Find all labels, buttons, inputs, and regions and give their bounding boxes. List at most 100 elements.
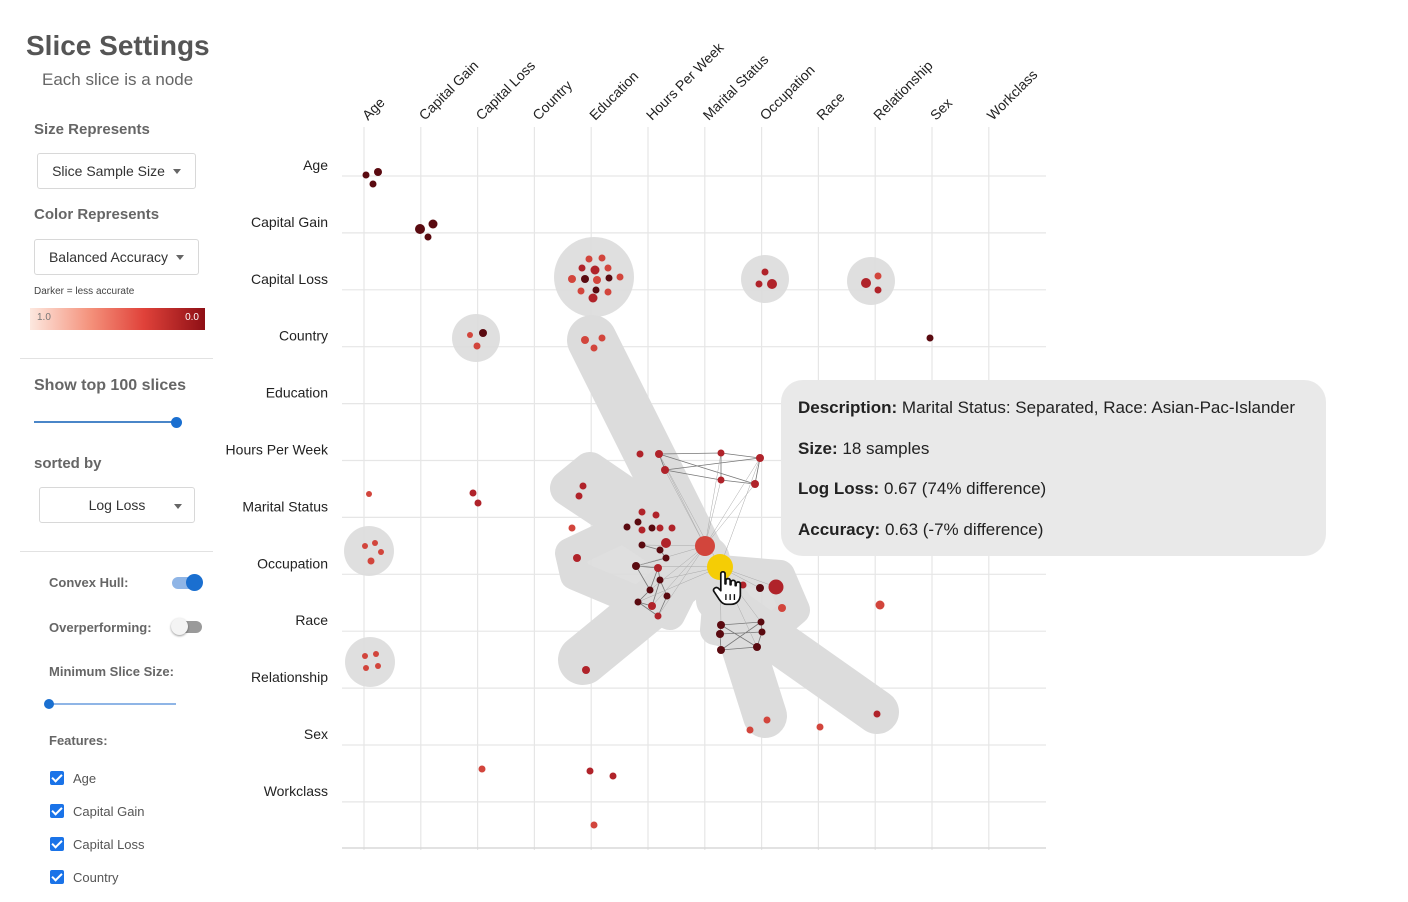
slice-node[interactable]	[428, 219, 438, 229]
column-label-capital-loss[interactable]: Capital Loss	[472, 57, 538, 123]
hovered-slice-node[interactable]	[707, 554, 733, 580]
slice-node[interactable]	[362, 543, 368, 549]
slice-node[interactable]	[479, 329, 487, 337]
slice-node[interactable]	[716, 630, 724, 638]
slice-node[interactable]	[648, 602, 656, 610]
slice-node[interactable]	[590, 821, 598, 829]
hull[interactable]	[345, 637, 395, 687]
hull[interactable]	[344, 526, 394, 576]
slice-node[interactable]	[372, 540, 378, 546]
slice-node[interactable]	[646, 586, 654, 594]
slice-node[interactable]	[474, 499, 482, 507]
slice-node[interactable]	[661, 538, 671, 548]
slice-node[interactable]	[873, 710, 881, 718]
slice-node[interactable]	[375, 663, 381, 669]
color-represents-dropdown[interactable]: Balanced Accuracy	[34, 239, 199, 275]
slice-node[interactable]	[756, 584, 764, 592]
column-label-age[interactable]: Age	[359, 94, 388, 123]
slice-node[interactable]	[579, 482, 587, 490]
row-label-marital-status[interactable]: Marital Status	[242, 498, 328, 514]
slice-node[interactable]	[751, 480, 759, 488]
slice-node[interactable]	[632, 562, 640, 570]
slice-node[interactable]	[362, 171, 370, 179]
row-label-occupation[interactable]: Occupation	[257, 555, 328, 571]
min-slice-size-slider[interactable]	[44, 699, 176, 710]
slice-node[interactable]	[469, 489, 477, 497]
slice-node[interactable]	[369, 180, 377, 188]
slice-node[interactable]	[467, 332, 473, 338]
slice-node[interactable]	[578, 264, 586, 272]
hull[interactable]	[554, 237, 634, 317]
slice-node[interactable]	[590, 265, 600, 275]
row-label-workclass[interactable]: Workclass	[264, 783, 328, 799]
slice-node[interactable]	[655, 450, 663, 458]
slice-node[interactable]	[717, 621, 725, 629]
column-label-occupation[interactable]: Occupation	[756, 62, 817, 123]
slice-node[interactable]	[638, 541, 646, 549]
slice-node[interactable]	[593, 276, 601, 284]
convex-hull-toggle[interactable]	[172, 574, 203, 591]
row-label-country[interactable]: Country	[279, 328, 328, 344]
slice-node[interactable]	[582, 666, 590, 674]
slice-node[interactable]	[654, 612, 662, 620]
slice-node[interactable]	[652, 511, 660, 519]
slice-node[interactable]	[598, 254, 606, 262]
slice-node[interactable]	[378, 549, 384, 555]
slice-node[interactable]	[861, 278, 871, 288]
slice-node[interactable]	[739, 581, 747, 589]
row-label-education[interactable]: Education	[266, 385, 328, 401]
row-label-hours-per-week[interactable]: Hours Per Week	[226, 442, 329, 458]
slice-node[interactable]	[605, 274, 613, 282]
slice-node[interactable]	[656, 546, 664, 554]
slice-node[interactable]	[756, 454, 764, 462]
slice-node[interactable]	[753, 643, 761, 651]
slice-node[interactable]	[648, 524, 656, 532]
row-label-relationship[interactable]: Relationship	[251, 669, 328, 685]
slice-node[interactable]	[768, 579, 784, 595]
slice-node[interactable]	[638, 526, 646, 534]
column-label-race[interactable]: Race	[813, 89, 848, 124]
slice-node[interactable]	[695, 536, 715, 556]
slice-node[interactable]	[415, 224, 425, 234]
slice-node[interactable]	[746, 726, 754, 734]
slice-node[interactable]	[778, 604, 786, 612]
slice-node[interactable]	[568, 275, 576, 283]
slice-node[interactable]	[755, 280, 763, 288]
slice-node[interactable]	[656, 524, 664, 532]
slice-node[interactable]	[424, 233, 432, 241]
slice-node[interactable]	[374, 168, 382, 176]
column-label-country[interactable]: Country	[529, 77, 575, 123]
slice-node[interactable]	[662, 554, 670, 562]
slice-node[interactable]	[757, 618, 765, 626]
slice-node[interactable]	[717, 476, 725, 484]
slice-node[interactable]	[623, 523, 631, 531]
row-label-sex[interactable]: Sex	[304, 726, 328, 742]
slice-node[interactable]	[575, 492, 583, 500]
slice-node[interactable]	[609, 772, 617, 780]
slice-node[interactable]	[874, 286, 882, 294]
slice-node[interactable]	[634, 518, 642, 526]
slice-node[interactable]	[577, 287, 585, 295]
overperforming-toggle[interactable]	[171, 618, 202, 635]
slice-node[interactable]	[636, 450, 644, 458]
slice-node[interactable]	[367, 557, 375, 565]
slice-node[interactable]	[592, 286, 600, 294]
slice-node[interactable]	[758, 628, 766, 636]
slider-thumb[interactable]	[44, 699, 54, 709]
slice-node[interactable]	[654, 564, 662, 572]
hull[interactable]	[741, 255, 789, 303]
sorted-by-dropdown[interactable]: Log Loss	[39, 487, 195, 523]
slice-node[interactable]	[588, 293, 598, 303]
row-label-race[interactable]: Race	[295, 612, 328, 628]
slice-node[interactable]	[585, 255, 593, 263]
slider-thumb[interactable]	[171, 417, 182, 428]
hull[interactable]	[847, 257, 895, 305]
column-label-sex[interactable]: Sex	[927, 95, 955, 123]
slice-node[interactable]	[656, 576, 664, 584]
slice-node[interactable]	[362, 653, 368, 659]
slice-node[interactable]	[590, 344, 598, 352]
feature-checkbox-age[interactable]	[50, 771, 64, 785]
slice-node[interactable]	[767, 279, 777, 289]
column-label-capital-gain[interactable]: Capital Gain	[416, 57, 482, 123]
